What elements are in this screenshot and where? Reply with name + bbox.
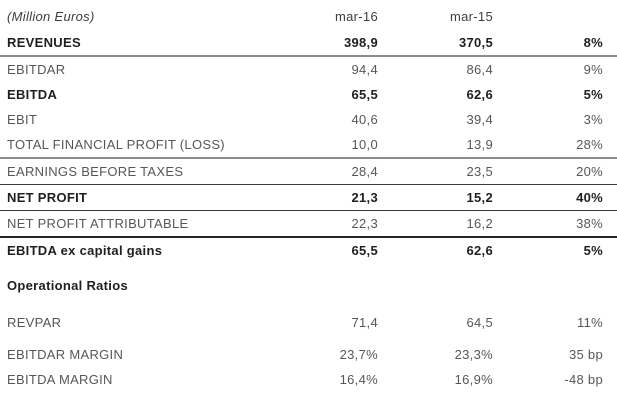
row-label: EBITDAR MARGIN (7, 347, 124, 362)
value-mar15: 13,9 (378, 132, 493, 159)
value-mar15: 64,5 (466, 315, 493, 330)
value-mar15: 62,6 (466, 243, 493, 258)
row-label: EBITDA ex capital gains (7, 243, 163, 258)
value-change: 38% (493, 210, 617, 238)
section-spacer (0, 263, 617, 270)
table-row-ebitdar-margin: EBITDAR MARGIN 23,7% 23,3% 35 bp (0, 342, 617, 367)
value-mar16: 65,5 (351, 243, 378, 258)
table-header-row: (Million Euros) mar-16 mar-15 (0, 2, 617, 30)
table-row-net-profit-attributable: NET PROFIT ATTRIBUTABLE 22,3 16,2 38% (0, 210, 617, 238)
value-change: 35 bp (568, 347, 603, 362)
value-mar16: 398,9 (300, 30, 378, 57)
table-row-ebitda: EBITDA 65,5 62,6 5% (0, 82, 617, 107)
value-mar15: 39,4 (466, 112, 493, 127)
table-row-revenues: REVENUES 398,9 370,5 8% (0, 30, 617, 57)
column-header-change (493, 2, 617, 30)
value-mar16: 10,0 (300, 132, 378, 159)
row-label: EBITDA (7, 87, 58, 102)
financial-results-table: (Million Euros) mar-16 mar-15 REVENUES 3… (0, 2, 617, 392)
value-mar16: 16,4% (339, 372, 378, 387)
value-mar15: 86,4 (466, 62, 493, 77)
table-row-ebitdar: EBITDAR 94,4 86,4 9% (0, 56, 617, 82)
value-change: 9% (583, 62, 603, 77)
value-mar15: 370,5 (378, 30, 493, 57)
section-heading-operational-ratios: Operational Ratios (0, 270, 617, 297)
value-mar16: 65,5 (351, 87, 378, 102)
row-label: TOTAL FINANCIAL PROFIT (LOSS) (0, 132, 300, 159)
value-change: -48 bp (564, 372, 603, 387)
value-mar15: 15,2 (378, 184, 493, 211)
row-label: NET PROFIT ATTRIBUTABLE (0, 210, 300, 238)
row-spacer (0, 335, 617, 342)
row-label: REVPAR (7, 315, 62, 330)
value-mar15: 16,9% (454, 372, 493, 387)
value-mar15: 23,3% (454, 347, 493, 362)
section-spacer (0, 297, 617, 310)
value-change: 5% (583, 243, 603, 258)
unit-label: (Million Euros) (7, 9, 95, 24)
section-heading-label: Operational Ratios (7, 278, 128, 293)
value-mar16: 22,3 (300, 210, 378, 238)
column-header-mar15: mar-15 (450, 9, 493, 24)
column-header-mar16: mar-16 (335, 9, 378, 24)
value-mar16: 71,4 (351, 315, 378, 330)
value-mar16: 23,7% (339, 347, 378, 362)
table-row-net-profit: NET PROFIT 21,3 15,2 40% (0, 184, 617, 211)
row-label: EBITDAR (7, 62, 66, 77)
row-label: EBITDA MARGIN (7, 372, 113, 387)
row-label: NET PROFIT (0, 184, 300, 211)
value-mar15: 16,2 (378, 210, 493, 238)
value-mar16: 94,4 (351, 62, 378, 77)
value-mar16: 21,3 (300, 184, 378, 211)
value-change: 5% (583, 87, 603, 102)
row-label: EBIT (7, 112, 38, 127)
value-change: 28% (493, 132, 617, 159)
value-mar15: 23,5 (378, 158, 493, 185)
row-label: REVENUES (0, 30, 300, 57)
value-change: 20% (493, 158, 617, 185)
value-mar16: 40,6 (351, 112, 378, 127)
table-row-earnings-before-taxes: EARNINGS BEFORE TAXES 28,4 23,5 20% (0, 158, 617, 185)
table-row-total-financial-profit: TOTAL FINANCIAL PROFIT (LOSS) 10,0 13,9 … (0, 132, 617, 159)
value-change: 8% (493, 30, 617, 57)
table-row-ebitda-margin: EBITDA MARGIN 16,4% 16,9% -48 bp (0, 367, 617, 392)
row-label: EARNINGS BEFORE TAXES (0, 158, 300, 185)
table-row-ebit: EBIT 40,6 39,4 3% (0, 107, 617, 132)
value-change: 40% (493, 184, 617, 211)
value-change: 11% (577, 315, 603, 330)
value-change: 3% (583, 112, 603, 127)
table-row-revpar: REVPAR 71,4 64,5 11% (0, 310, 617, 335)
table-row-ebitda-ex-capital-gains: EBITDA ex capital gains 65,5 62,6 5% (0, 237, 617, 263)
value-mar15: 62,6 (466, 87, 493, 102)
value-mar16: 28,4 (300, 158, 378, 185)
